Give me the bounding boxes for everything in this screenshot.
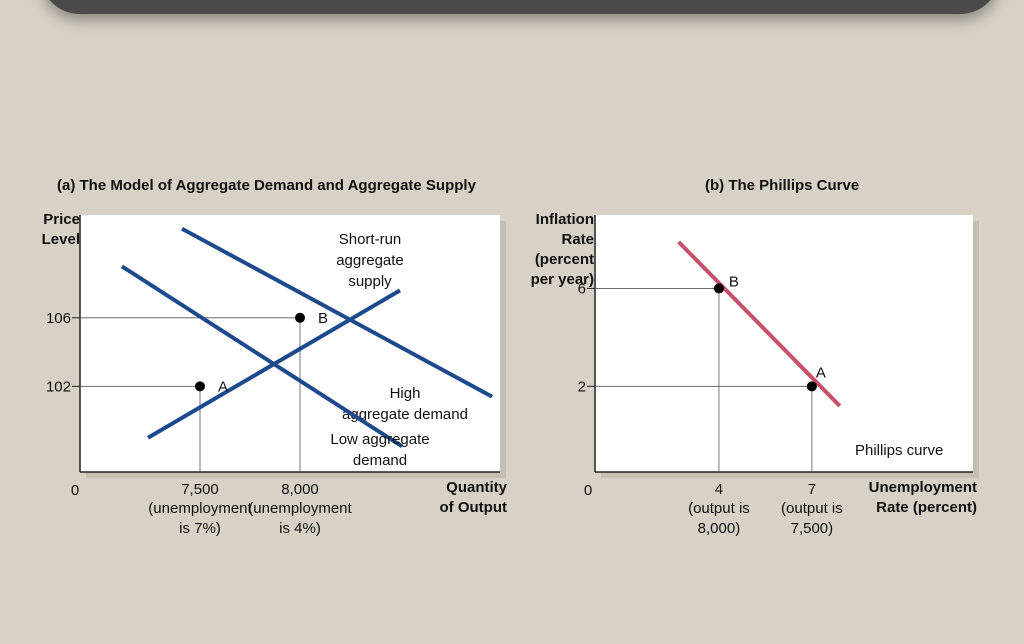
x-tick-label: 4 <box>715 481 723 498</box>
series-line <box>181 226 493 399</box>
series-line <box>120 264 404 448</box>
y-axis-label: Inflation <box>536 211 594 228</box>
plot-area <box>595 215 973 472</box>
window-top-bezel <box>40 0 1000 14</box>
chart-title: (a) The Model of Aggregate Demand and Ag… <box>57 177 477 194</box>
x-tick-label: 7 <box>808 481 816 498</box>
x-tick-sublabel: 7,500) <box>791 520 834 537</box>
series-label: demand <box>353 452 407 469</box>
chart-title: (b) The Phillips Curve <box>705 177 859 194</box>
y-tick-label: 6 <box>578 280 586 297</box>
y-tick-label: 2 <box>578 378 586 395</box>
y-axis-label: Rate <box>561 231 594 248</box>
y-axis-label: per year) <box>531 271 594 288</box>
x-tick-sublabel: (output is <box>781 500 843 517</box>
plot-area <box>80 215 500 472</box>
y-axis-label: (percent <box>535 251 594 268</box>
x-tick-label: 8,000 <box>281 481 319 498</box>
x-axis-label: of Output <box>440 499 507 516</box>
series-label: Phillips curve <box>855 442 943 459</box>
origin-label: 0 <box>71 482 79 499</box>
y-tick-label: 102 <box>46 378 71 395</box>
x-tick-sublabel: (unemployment <box>148 500 252 517</box>
point-label: B <box>729 273 739 290</box>
x-axis-label: Rate (percent) <box>876 499 977 516</box>
point-label: B <box>318 310 328 327</box>
point-label: A <box>218 378 228 395</box>
data-point <box>295 312 305 323</box>
series-label: aggregate demand <box>342 406 468 423</box>
origin-label: 0 <box>584 482 592 499</box>
x-tick-sublabel: is 4%) <box>279 520 321 537</box>
series-label: Short-run <box>339 231 402 248</box>
data-point <box>195 381 205 392</box>
data-point <box>806 381 817 392</box>
x-tick-label: 7,500 <box>181 481 219 498</box>
x-axis-label: Unemployment <box>869 479 977 496</box>
series-label: supply <box>348 273 392 290</box>
x-tick-sublabel: is 7%) <box>179 520 221 537</box>
x-tick-sublabel: 8,000) <box>698 520 741 537</box>
x-tick-sublabel: (unemployment <box>248 500 352 517</box>
y-axis-label: Price <box>43 211 80 228</box>
y-axis-label: Level <box>42 231 80 248</box>
x-tick-sublabel: (output is <box>688 500 750 517</box>
series-label: Low aggregate <box>330 431 429 448</box>
point-label: A <box>816 364 826 381</box>
series-line <box>677 240 842 408</box>
series-label: aggregate <box>336 252 404 269</box>
x-axis-label: Quantity <box>446 479 507 496</box>
chart-panel-ad-as: (a) The Model of Aggregate Demand and Ag… <box>42 177 508 537</box>
chart-panel-phillips: (b) The Phillips Curve Inflation Rate (perc… <box>531 177 979 537</box>
series-label: High <box>390 385 421 402</box>
data-point <box>713 283 724 294</box>
y-tick-label: 106 <box>46 310 71 327</box>
